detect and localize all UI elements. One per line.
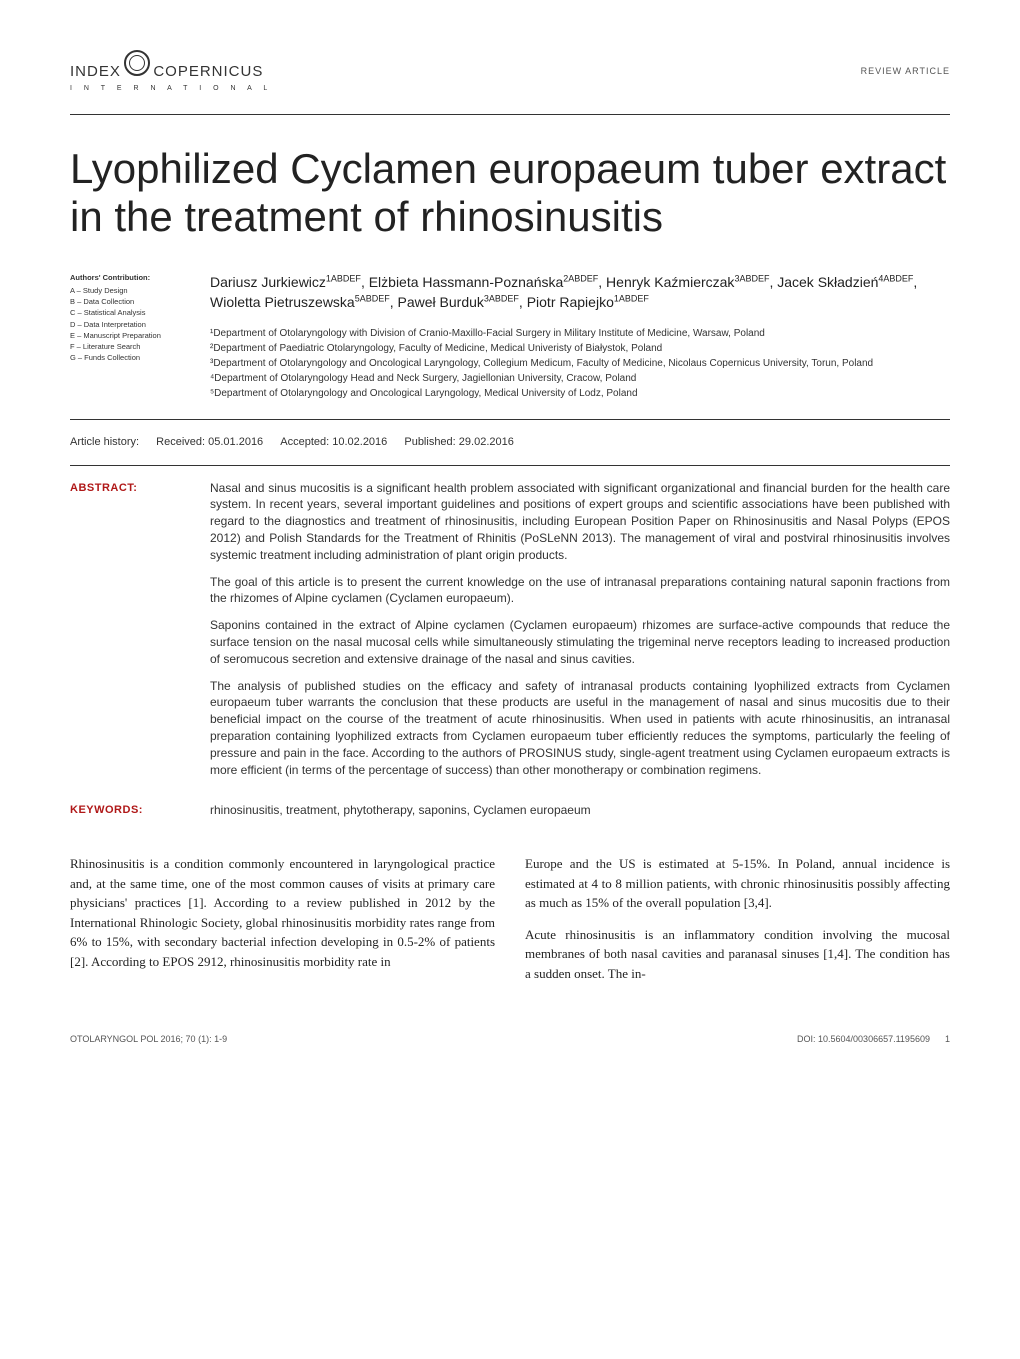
contribution-item: C – Statistical Analysis xyxy=(70,307,180,318)
accepted-date: 10.02.2016 xyxy=(332,436,387,448)
published-label: Published: xyxy=(404,436,455,448)
body-text: Rhinosinusitis is a condition commonly e… xyxy=(70,854,950,983)
authors-column: Dariusz Jurkiewicz1ABDEF, Elżbieta Hassm… xyxy=(210,272,950,402)
contribution-heading: Authors' Contribution: xyxy=(70,272,180,283)
header-divider xyxy=(70,114,950,115)
abstract-paragraph: The goal of this article is to present t… xyxy=(210,574,950,608)
authors-list: Dariusz Jurkiewicz1ABDEF, Elżbieta Hassm… xyxy=(210,272,950,313)
page-header: INDEX COPERNICUS I N T E R N A T I O N A… xyxy=(70,50,950,94)
contribution-item: F – Literature Search xyxy=(70,341,180,352)
meta-block: Authors' Contribution: A – Study Design … xyxy=(70,272,950,402)
received-date: 05.01.2016 xyxy=(208,436,263,448)
received-label: Received: xyxy=(156,436,205,448)
affiliation: ⁴Department of Otolaryngology Head and N… xyxy=(210,371,950,386)
article-title: Lyophilized Cyclamen europaeum tuber ext… xyxy=(70,145,950,242)
logo-globe-icon xyxy=(124,50,150,76)
contribution-item: A – Study Design xyxy=(70,285,180,296)
contribution-item: G – Funds Collection xyxy=(70,352,180,363)
abstract-block: ABSTRACT: Nasal and sinus mucositis is a… xyxy=(70,480,950,789)
logo-subtitle: I N T E R N A T I O N A L xyxy=(70,84,272,95)
affiliation: ⁵Department of Otolaryngology and Oncolo… xyxy=(210,386,950,401)
body-paragraph: Rhinosinusitis is a condition commonly e… xyxy=(70,854,495,971)
body-column-left: Rhinosinusitis is a condition commonly e… xyxy=(70,854,495,983)
keywords-block: KEYWORDS: rhinosinusitis, treatment, phy… xyxy=(70,802,950,819)
contribution-legend: Authors' Contribution: A – Study Design … xyxy=(70,272,180,402)
meta-divider-bottom xyxy=(70,465,950,466)
logo-text-block: INDEX COPERNICUS I N T E R N A T I O N A… xyxy=(70,50,272,94)
article-type-label: REVIEW ARTICLE xyxy=(861,65,950,79)
keywords-label: KEYWORDS: xyxy=(70,802,180,819)
contribution-item: D – Data Interpretation xyxy=(70,319,180,330)
contribution-item: E – Manuscript Preparation xyxy=(70,330,180,341)
abstract-paragraph: Nasal and sinus mucositis is a significa… xyxy=(210,480,950,564)
footer-right: DOI: 10.5604/00306657.1195609 1 xyxy=(797,1033,950,1047)
accepted-label: Accepted: xyxy=(280,436,329,448)
article-history: Article history: Received: 05.01.2016 Ac… xyxy=(70,428,950,457)
abstract-content: Nasal and sinus mucositis is a significa… xyxy=(210,480,950,789)
affiliation: ²Department of Paediatric Otolaryngology… xyxy=(210,341,950,356)
keywords-text: rhinosinusitis, treatment, phytotherapy,… xyxy=(210,802,950,819)
affiliation: ¹Department of Otolaryngology with Divis… xyxy=(210,326,950,341)
logo-text-right: COPERNICUS xyxy=(153,63,263,80)
published-date: 29.02.2016 xyxy=(459,436,514,448)
abstract-paragraph: Saponins contained in the extract of Alp… xyxy=(210,617,950,667)
abstract-label: ABSTRACT: xyxy=(70,480,180,789)
publisher-logo: INDEX COPERNICUS I N T E R N A T I O N A… xyxy=(70,50,272,94)
body-paragraph: Europe and the US is estimated at 5-15%.… xyxy=(525,854,950,913)
body-column-right: Europe and the US is estimated at 5-15%.… xyxy=(525,854,950,983)
contribution-item: B – Data Collection xyxy=(70,296,180,307)
footer-page-number: 1 xyxy=(945,1034,950,1044)
affiliation: ³Department of Otolaryngology and Oncolo… xyxy=(210,356,950,371)
abstract-paragraph: The analysis of published studies on the… xyxy=(210,678,950,779)
affiliations-list: ¹Department of Otolaryngology with Divis… xyxy=(210,326,950,401)
history-label: Article history: xyxy=(70,436,139,448)
body-paragraph: Acute rhinosinusitis is an inflammatory … xyxy=(525,925,950,984)
footer-citation: OTOLARYNGOL POL 2016; 70 (1): 1-9 xyxy=(70,1033,227,1047)
page-footer: OTOLARYNGOL POL 2016; 70 (1): 1-9 DOI: 1… xyxy=(70,1033,950,1047)
meta-divider-top xyxy=(70,419,950,420)
logo-text-left: INDEX xyxy=(70,63,121,80)
footer-doi: DOI: 10.5604/00306657.1195609 xyxy=(797,1034,930,1044)
